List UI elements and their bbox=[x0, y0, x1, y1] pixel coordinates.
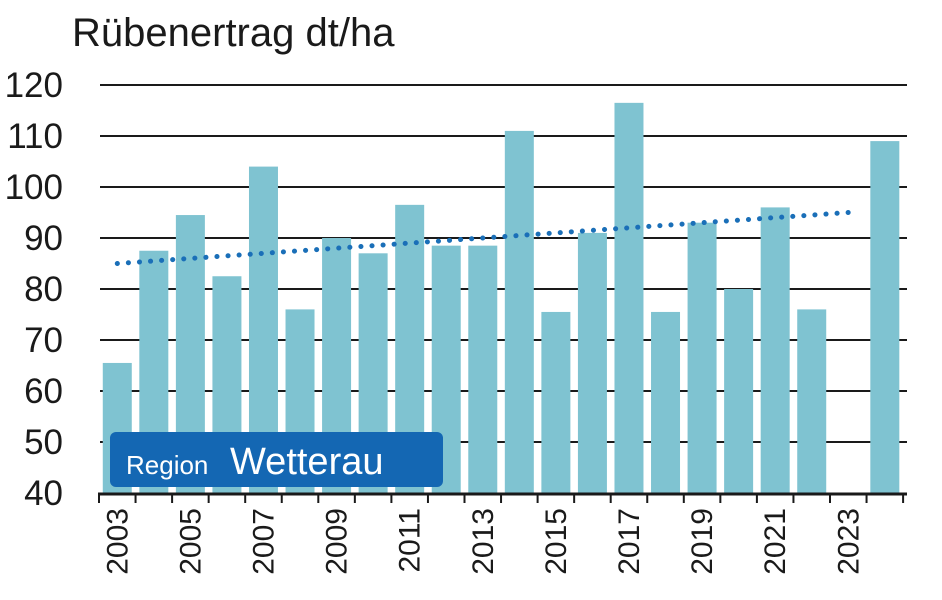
bar-2015 bbox=[541, 311, 571, 493]
trend-line bbox=[114, 210, 851, 266]
region-badge: Region Wetterau bbox=[110, 432, 443, 487]
y-tick-label: 100 bbox=[5, 168, 63, 207]
bar-2013 bbox=[468, 245, 498, 493]
bar-2020 bbox=[724, 289, 754, 493]
badge-region-label: Region bbox=[126, 450, 208, 480]
x-axis-ticks: 2003 2005 2007 2009 2011 2013 2015 2017 2019 2021… bbox=[101, 508, 865, 575]
bar-2016 bbox=[577, 232, 607, 493]
y-axis-ticks: 40 50 60 70 80 90 100 110 120 bbox=[5, 66, 63, 513]
bar-2014 bbox=[504, 130, 534, 493]
x-tick-label: 2005 bbox=[174, 508, 207, 575]
bar-2022 bbox=[797, 309, 827, 493]
x-tick-label: 2013 bbox=[467, 508, 500, 575]
y-tick-label: 50 bbox=[24, 423, 63, 462]
x-tick-label: 2015 bbox=[540, 508, 573, 575]
x-tick-label: 2007 bbox=[247, 508, 280, 575]
trend-line-path bbox=[114, 210, 851, 266]
y-tick-label: 40 bbox=[24, 474, 63, 513]
x-tick-label: 2023 bbox=[832, 508, 865, 575]
x-tick-label: 2003 bbox=[101, 508, 134, 575]
y-tick-label: 120 bbox=[5, 66, 63, 105]
badge-region-name: Wetterau bbox=[230, 441, 383, 483]
bar-2018 bbox=[651, 311, 681, 493]
x-tick-label: 2017 bbox=[613, 508, 646, 575]
x-tick-label: 2019 bbox=[686, 508, 719, 575]
y-tick-label: 80 bbox=[24, 270, 63, 309]
bar-2021 bbox=[760, 207, 790, 493]
y-tick-label: 70 bbox=[24, 321, 63, 360]
x-tick-label: 2021 bbox=[759, 508, 792, 575]
bar-2019 bbox=[687, 222, 717, 493]
x-axis bbox=[98, 492, 907, 503]
bar-2024 bbox=[870, 141, 900, 493]
x-tick-label: 2011 bbox=[394, 508, 427, 573]
y-tick-label: 110 bbox=[7, 117, 63, 156]
chart-title: Rübenertrag dt/ha bbox=[72, 11, 395, 55]
y-tick-label: 90 bbox=[24, 219, 63, 258]
y-tick-label: 60 bbox=[24, 372, 63, 411]
x-tick-label: 2009 bbox=[321, 508, 354, 575]
bar-2017 bbox=[614, 102, 644, 493]
